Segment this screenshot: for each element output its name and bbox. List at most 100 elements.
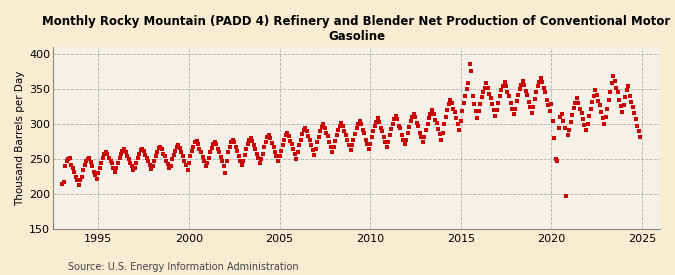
Point — [284, 134, 294, 138]
Point — [165, 164, 176, 168]
Point — [188, 144, 199, 149]
Point — [271, 154, 282, 159]
Point — [170, 148, 181, 153]
Point — [268, 144, 279, 149]
Point — [250, 147, 261, 151]
Point — [277, 143, 288, 147]
Point — [487, 102, 498, 107]
Point — [526, 111, 537, 115]
Point — [620, 95, 630, 100]
Point — [230, 145, 241, 149]
Point — [134, 151, 144, 156]
Point — [452, 122, 463, 126]
Point — [333, 128, 344, 132]
Point — [630, 117, 641, 121]
Point — [580, 128, 591, 133]
Point — [450, 110, 460, 114]
Point — [115, 151, 126, 156]
Point — [223, 150, 234, 154]
Point — [344, 143, 354, 147]
Point — [632, 123, 643, 128]
Point — [628, 104, 639, 109]
Point — [556, 111, 567, 116]
Point — [421, 128, 431, 132]
Point — [113, 161, 124, 165]
Point — [167, 157, 178, 161]
Point — [585, 106, 596, 111]
Point — [338, 123, 348, 128]
Point — [446, 101, 457, 105]
Point — [179, 158, 190, 163]
Point — [594, 103, 605, 107]
Point — [319, 125, 330, 130]
Point — [576, 111, 587, 115]
Point — [523, 100, 534, 104]
Point — [358, 131, 369, 135]
Point — [537, 80, 547, 84]
Point — [345, 148, 356, 152]
Point — [510, 106, 520, 111]
Point — [626, 100, 637, 104]
Point — [93, 171, 104, 175]
Point — [176, 150, 187, 154]
Point — [381, 144, 392, 149]
Point — [203, 156, 214, 160]
Point — [520, 89, 531, 93]
Point — [97, 156, 108, 160]
Point — [587, 100, 597, 104]
Point — [401, 137, 412, 142]
Point — [132, 156, 143, 160]
Point — [346, 143, 357, 147]
Point — [588, 94, 599, 98]
Point — [573, 101, 584, 105]
Point — [356, 122, 367, 126]
Point — [422, 122, 433, 126]
Point — [63, 157, 74, 161]
Point — [624, 94, 635, 98]
Point — [120, 150, 131, 154]
Point — [424, 116, 435, 121]
Point — [74, 183, 84, 187]
Point — [238, 158, 248, 163]
Point — [109, 170, 120, 174]
Point — [163, 162, 173, 166]
Point — [437, 130, 448, 135]
Point — [221, 158, 232, 163]
Point — [560, 125, 570, 130]
Point — [108, 165, 119, 170]
Point — [600, 115, 611, 119]
Point — [325, 144, 336, 149]
Point — [218, 164, 229, 168]
Point — [419, 134, 430, 139]
Point — [364, 142, 375, 146]
Point — [394, 123, 404, 128]
Point — [524, 105, 535, 109]
Point — [137, 147, 148, 151]
Point — [234, 153, 244, 158]
Point — [159, 154, 170, 159]
Point — [310, 147, 321, 152]
Point — [173, 143, 184, 147]
Point — [400, 142, 410, 147]
Point — [99, 151, 110, 156]
Point — [387, 122, 398, 126]
Point — [294, 143, 304, 147]
Point — [466, 69, 477, 74]
Point — [296, 137, 306, 142]
Point — [81, 158, 92, 163]
Point — [363, 147, 374, 152]
Point — [225, 139, 236, 144]
Point — [246, 136, 256, 140]
Point — [601, 106, 612, 111]
Point — [341, 133, 352, 137]
Point — [350, 132, 360, 136]
Point — [119, 147, 130, 152]
Point — [464, 62, 475, 67]
Point — [107, 161, 117, 166]
Point — [490, 114, 501, 118]
Point — [158, 151, 169, 156]
Point — [427, 108, 437, 112]
Point — [552, 158, 563, 163]
Point — [366, 134, 377, 139]
Point — [175, 146, 186, 150]
